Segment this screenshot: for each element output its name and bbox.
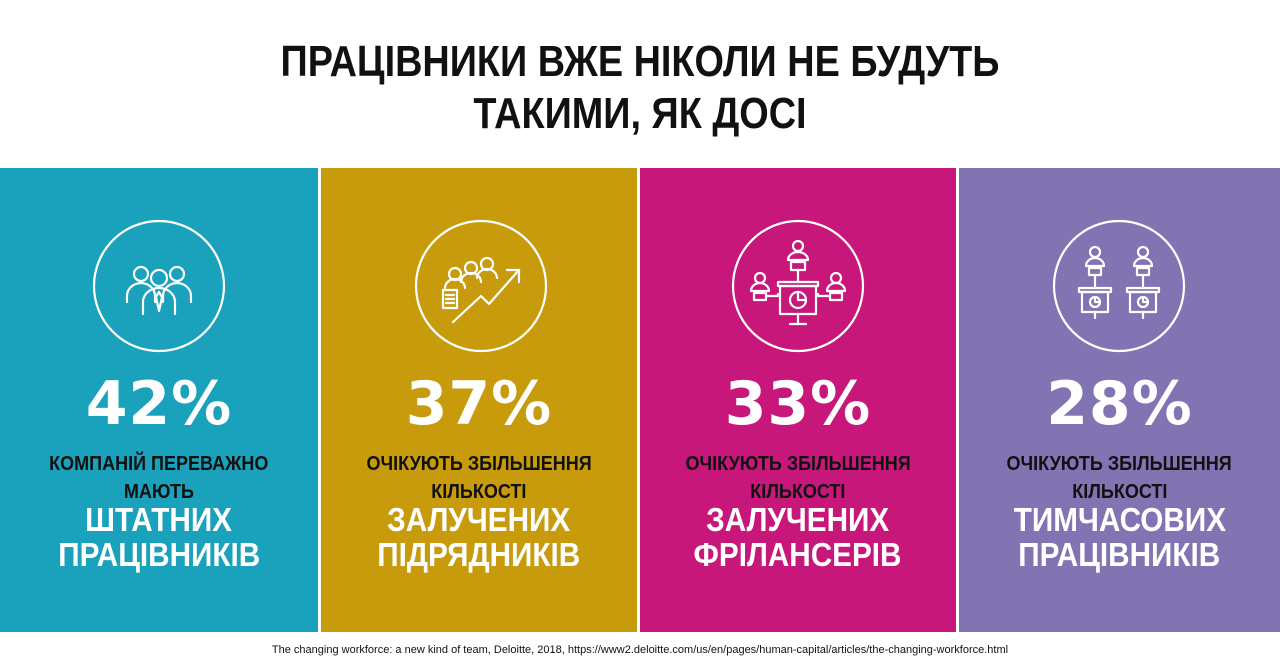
stat-description-line-2: МАЮТЬ (123, 481, 195, 503)
stats-panels: 42% КОМПАНІЙ ПЕРЕВАЖНО МАЮТЬ ШТАТНИХ ПРА… (0, 168, 1280, 632)
stat-highlight-line-1: ЗАЛУЧЕНИХ (387, 501, 571, 538)
stat-percent: 28% (1046, 369, 1193, 439)
stat-description-line-2: КІЛЬКОСТІ (431, 481, 527, 503)
stat-highlight-line-2: ПРАЦІВНИКІВ (57, 536, 261, 573)
page-title: ПРАЦІВНИКИ ВЖЕ НІКОЛИ НЕ БУДУТЬ ТАКИМИ, … (90, 36, 1191, 140)
title-line-2: ТАКИМИ, ЯК ДОСІ (473, 89, 807, 138)
stat-percent: 37% (405, 369, 553, 439)
stat-highlight-line-1: ШТАТНИХ (85, 501, 233, 538)
stat-highlight-line-2: ФРІЛАНСЕРІВ (694, 536, 902, 573)
stat-highlight: ШТАТНИХ ПРАЦІВНИКІВ (0, 502, 318, 572)
growing-team-chart-icon (413, 218, 549, 354)
stat-panel-permanent-staff: 42% КОМПАНІЙ ПЕРЕВАЖНО МАЮТЬ ШТАТНИХ ПРА… (0, 168, 318, 632)
stat-panel-freelancers: 33% ОЧІКУЮТЬ ЗБІЛЬШЕННЯ КІЛЬКОСТІ ЗАЛУЧЕ… (640, 168, 956, 632)
stat-highlight: ТИМЧАСОВИХ ПРАЦІВНИКІВ (959, 502, 1280, 572)
stat-highlight: ЗАЛУЧЕНИХ ПІДРЯДНИКІВ (321, 502, 637, 572)
stat-description: ОЧІКУЮТЬ ЗБІЛЬШЕННЯ КІЛЬКОСТІ (640, 450, 956, 506)
title-line-1: ПРАЦІВНИКИ ВЖЕ НІКОЛИ НЕ БУДУТЬ (280, 37, 1000, 86)
stat-description-line-1: КОМПАНІЙ ПЕРЕВАЖНО (49, 453, 269, 475)
stat-panel-contractors: 37% ОЧІКУЮТЬ ЗБІЛЬШЕННЯ КІЛЬКОСТІ ЗАЛУЧЕ… (321, 168, 637, 632)
stat-percent: 42% (85, 369, 233, 439)
stat-highlight-line-1: ЗАЛУЧЕНИХ (706, 501, 890, 538)
stat-highlight: ЗАЛУЧЕНИХ ФРІЛАНСЕРІВ (640, 502, 956, 572)
network-freelancers-icon (730, 218, 866, 354)
source-citation: The changing workforce: a new kind of te… (271, 644, 1009, 656)
stat-highlight-line-2: ПРАЦІВНИКІВ (1018, 536, 1221, 573)
stat-description-line-2: КІЛЬКОСТІ (1071, 481, 1168, 503)
temporary-workers-icon (1051, 218, 1187, 354)
stat-percent: 33% (724, 369, 872, 439)
stat-description: КОМПАНІЙ ПЕРЕВАЖНО МАЮТЬ (0, 450, 318, 506)
stat-highlight-line-2: ПІДРЯДНИКІВ (377, 536, 581, 573)
stat-description: ОЧІКУЮТЬ ЗБІЛЬШЕННЯ КІЛЬКОСТІ (959, 450, 1280, 506)
group-of-employees-icon (91, 218, 227, 354)
stat-panel-temporary-workers: 28% ОЧІКУЮТЬ ЗБІЛЬШЕННЯ КІЛЬКОСТІ ТИМЧАС… (959, 168, 1280, 632)
stat-description-line-2: КІЛЬКОСТІ (750, 481, 846, 503)
stat-highlight-line-1: ТИМЧАСОВИХ (1013, 501, 1226, 538)
stat-description: ОЧІКУЮТЬ ЗБІЛЬШЕННЯ КІЛЬКОСТІ (321, 450, 637, 506)
stat-description-line-1: ОЧІКУЮТЬ ЗБІЛЬШЕННЯ (366, 453, 592, 475)
stat-description-line-1: ОЧІКУЮТЬ ЗБІЛЬШЕННЯ (1006, 453, 1233, 475)
stat-description-line-1: ОЧІКУЮТЬ ЗБІЛЬШЕННЯ (685, 453, 911, 475)
